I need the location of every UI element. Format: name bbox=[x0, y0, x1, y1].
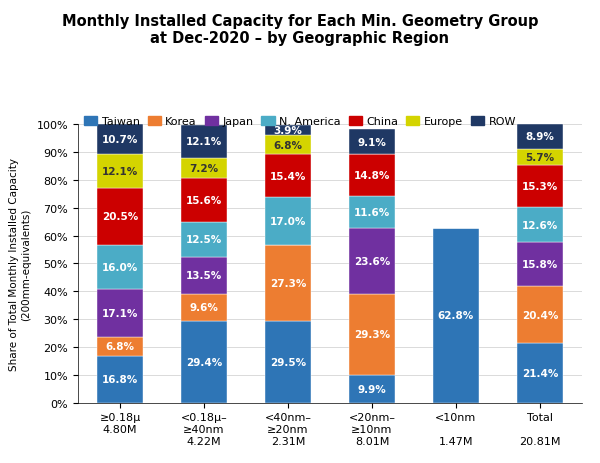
Text: 12.6%: 12.6% bbox=[522, 220, 558, 230]
Bar bbox=[181, 321, 227, 403]
Text: 12.1%: 12.1% bbox=[186, 137, 222, 147]
Bar bbox=[181, 222, 227, 257]
Text: 8.9%: 8.9% bbox=[526, 132, 554, 142]
Text: 9.9%: 9.9% bbox=[358, 384, 386, 394]
Bar bbox=[517, 125, 563, 150]
Bar bbox=[265, 198, 311, 245]
Text: 29.3%: 29.3% bbox=[354, 330, 390, 339]
Bar bbox=[433, 228, 479, 403]
Bar bbox=[349, 228, 395, 294]
Text: 5.7%: 5.7% bbox=[526, 152, 554, 163]
Text: 12.1%: 12.1% bbox=[102, 167, 138, 176]
Text: 10.7%: 10.7% bbox=[102, 135, 138, 145]
Bar bbox=[349, 196, 395, 228]
Bar bbox=[349, 375, 395, 403]
Text: 9.1%: 9.1% bbox=[358, 138, 386, 147]
Bar bbox=[517, 208, 563, 243]
Text: 20.5%: 20.5% bbox=[102, 212, 138, 222]
Text: 15.3%: 15.3% bbox=[522, 181, 558, 192]
Text: 11.6%: 11.6% bbox=[354, 207, 390, 217]
Bar bbox=[181, 294, 227, 321]
Bar bbox=[265, 136, 311, 155]
Text: 13.5%: 13.5% bbox=[186, 271, 222, 281]
Y-axis label: Share of Total Monthly Installed Capacity
(200mm-equivalents): Share of Total Monthly Installed Capacit… bbox=[10, 157, 31, 370]
Text: 17.1%: 17.1% bbox=[102, 308, 138, 319]
Text: 29.5%: 29.5% bbox=[270, 357, 306, 367]
Legend: Taiwan, Korea, Japan, N. America, China, Europe, ROW: Taiwan, Korea, Japan, N. America, China,… bbox=[79, 112, 521, 131]
Bar bbox=[349, 130, 395, 155]
Bar bbox=[181, 257, 227, 294]
Bar bbox=[97, 155, 143, 188]
Bar bbox=[181, 159, 227, 179]
Text: 29.4%: 29.4% bbox=[186, 357, 222, 367]
Text: 9.6%: 9.6% bbox=[190, 303, 218, 313]
Bar bbox=[349, 294, 395, 375]
Text: 15.8%: 15.8% bbox=[522, 260, 558, 270]
Bar bbox=[265, 321, 311, 403]
Text: 62.8%: 62.8% bbox=[438, 311, 474, 320]
Text: 15.4%: 15.4% bbox=[270, 171, 306, 181]
Bar bbox=[517, 243, 563, 287]
Text: 23.6%: 23.6% bbox=[354, 256, 390, 266]
Bar bbox=[97, 245, 143, 290]
Bar bbox=[97, 337, 143, 356]
Bar bbox=[265, 155, 311, 198]
Bar bbox=[517, 287, 563, 344]
Text: 15.6%: 15.6% bbox=[186, 195, 222, 206]
Bar bbox=[517, 344, 563, 403]
Text: 7.2%: 7.2% bbox=[190, 164, 218, 174]
Text: 17.0%: 17.0% bbox=[270, 216, 306, 226]
Text: 6.8%: 6.8% bbox=[274, 141, 302, 150]
Bar bbox=[349, 155, 395, 196]
Text: 14.8%: 14.8% bbox=[354, 170, 390, 181]
Bar bbox=[181, 179, 227, 222]
Bar bbox=[97, 290, 143, 337]
Text: 12.5%: 12.5% bbox=[186, 235, 222, 244]
Bar bbox=[97, 356, 143, 403]
Text: 6.8%: 6.8% bbox=[106, 342, 134, 352]
Bar bbox=[517, 165, 563, 208]
Text: 27.3%: 27.3% bbox=[270, 278, 306, 288]
Text: 16.0%: 16.0% bbox=[102, 263, 138, 273]
Bar bbox=[97, 188, 143, 245]
Text: 3.9%: 3.9% bbox=[274, 126, 302, 136]
Text: 21.4%: 21.4% bbox=[522, 368, 558, 378]
Bar bbox=[97, 125, 143, 155]
Bar bbox=[265, 125, 311, 136]
Text: 16.8%: 16.8% bbox=[102, 375, 138, 384]
Bar bbox=[265, 245, 311, 321]
Text: Monthly Installed Capacity for Each Min. Geometry Group
at Dec-2020 – by Geograp: Monthly Installed Capacity for Each Min.… bbox=[62, 14, 538, 46]
Text: 20.4%: 20.4% bbox=[522, 310, 558, 320]
Bar bbox=[181, 125, 227, 159]
Bar bbox=[517, 150, 563, 165]
